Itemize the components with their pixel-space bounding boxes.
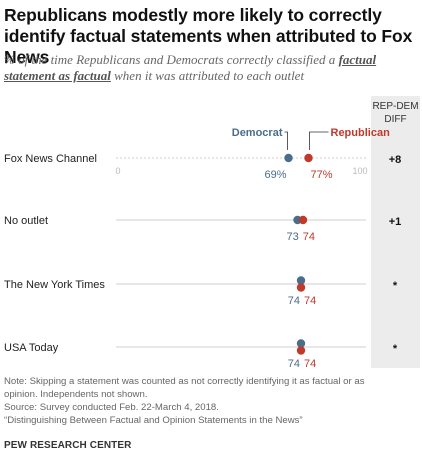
republican-value-label: 74 [304, 358, 316, 370]
axis-tick-label-min: 0 [115, 166, 120, 176]
democrat-dot [296, 276, 306, 285]
note-line-1: Note: Skipping a statement was counted a… [4, 376, 365, 387]
republican-value-label: 74 [304, 295, 316, 307]
diff-value: +8 [389, 154, 402, 166]
legend-republican: Republican [331, 127, 391, 139]
subtitle-text-end: when it was attributed to each outlet [110, 68, 305, 83]
legend-democrat-leader [284, 131, 288, 150]
diff-value: * [393, 280, 398, 292]
chart-title: Republicans modestly more likely to corr… [4, 5, 413, 67]
category-label: No outlet [4, 215, 48, 227]
democrat-dot [296, 339, 306, 348]
subtitle-text: % of the time Republicans and Democrats … [4, 52, 339, 67]
diff-value: +1 [389, 216, 402, 228]
org-name: PEW RESEARCH CENTER [4, 440, 132, 451]
democrat-value-label: 74 [288, 295, 300, 307]
republican-value-label: 74 [303, 231, 315, 243]
republican-dot [298, 215, 308, 225]
democrat-value-label: 74 [288, 358, 300, 370]
diff-column-header: REP-DEM DIFF [372, 101, 419, 125]
democrat-value-label: 73 [287, 231, 299, 243]
category-label: The New York Times [4, 279, 105, 291]
report-title-line: “Distinguishing Between Factual and Opin… [4, 415, 303, 426]
axis-tick-label-max: 100 [352, 166, 367, 176]
source-line: Source: Survey conducted Feb. 22-March 4… [4, 402, 219, 413]
democrat-dot [284, 153, 293, 163]
legend-republican-leader [309, 131, 329, 150]
dot-plot: Democrat Republican Fox News Channel 69% 77%… [4, 127, 402, 370]
legend-democrat: Democrat [232, 127, 283, 139]
democrat-value-label: 69% [264, 169, 286, 181]
note-line-2: opinion. Independents not shown. [4, 389, 148, 400]
chart-subtitle: % of the time Republicans and Democrats … [4, 52, 404, 84]
republican-dot [296, 283, 306, 292]
republican-dot [296, 346, 306, 355]
republican-dot [304, 153, 313, 163]
category-label: Fox News Channel [4, 153, 97, 165]
diff-column-background [371, 96, 420, 368]
republican-value-label: 77% [311, 169, 333, 181]
chart-notes: Note: Skipping a statement was counted a… [4, 375, 418, 427]
category-label: USA Today [4, 342, 59, 354]
subtitle-emphasis: factual statement as factual [4, 52, 377, 83]
diff-value: * [393, 343, 398, 355]
